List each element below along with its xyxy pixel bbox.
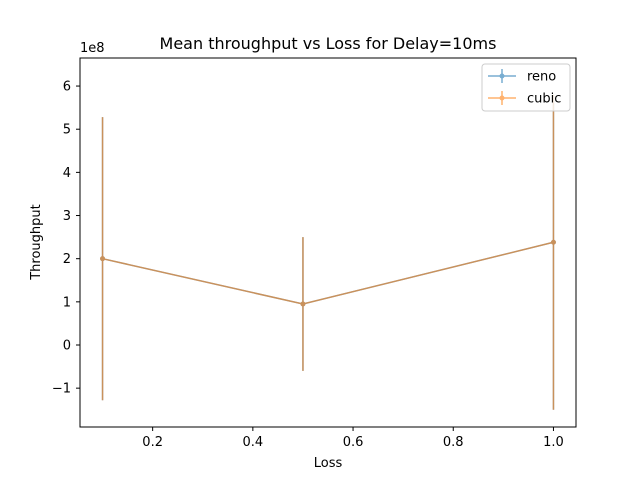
x-tick-label: 0.8	[443, 435, 464, 450]
x-tick-label: 0.2	[142, 435, 163, 450]
y-tick-label: 1	[63, 295, 71, 310]
legend-marker	[499, 95, 505, 101]
axis-ticks: 0.2 0.4 0.6 0.8 1.0 −1 0 1 2 3 4 5 6	[52, 80, 564, 450]
y-tick-label: −1	[52, 382, 71, 397]
y-tick-label: 3	[63, 209, 71, 224]
y-tick-label: 6	[63, 80, 71, 95]
x-tick-label: 0.6	[343, 435, 364, 450]
data-point	[550, 239, 556, 245]
chart-title: Mean throughput vs Loss for Delay=10ms	[160, 34, 497, 53]
y-offset-label: 1e8	[80, 41, 105, 56]
x-tick-label: 0.4	[243, 435, 264, 450]
legend: reno cubic	[481, 63, 571, 112]
legend-marker	[499, 73, 505, 79]
x-tick-label: 1.0	[543, 435, 564, 450]
legend-label: reno	[527, 70, 556, 85]
y-tick-label: 5	[63, 123, 71, 138]
legend-item-cubic	[488, 91, 516, 105]
series-layer	[100, 94, 556, 410]
y-tick-label: 0	[63, 339, 71, 354]
data-point	[100, 256, 106, 262]
series-cubic	[100, 94, 556, 410]
x-axis-label: Loss	[314, 456, 343, 471]
plot-frame	[79, 57, 577, 428]
y-tick-label: 4	[63, 166, 71, 181]
y-tick-label: 2	[63, 252, 71, 267]
data-point	[300, 301, 306, 307]
y-axis-label: Throughput	[29, 204, 44, 281]
legend-label: cubic	[527, 92, 561, 107]
legend-item-reno	[488, 69, 516, 83]
